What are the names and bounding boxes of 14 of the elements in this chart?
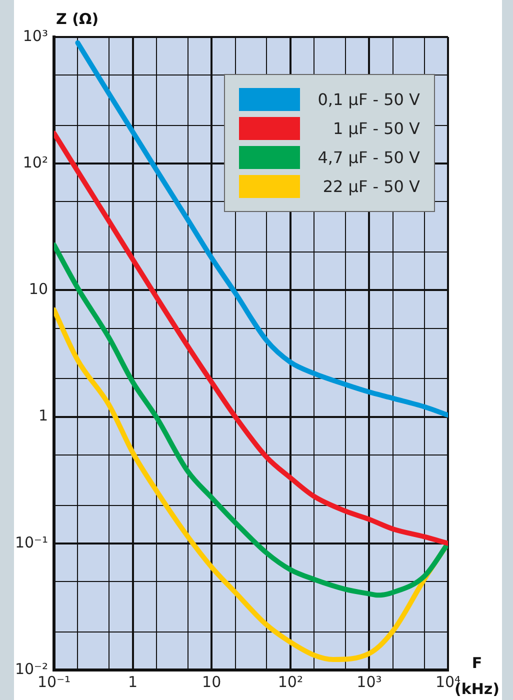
y-tick-label: 1 (38, 406, 48, 425)
legend-label: 22 µF - 50 V (322, 177, 420, 196)
legend-label: 1 µF - 50 V (332, 119, 420, 138)
legend-label: 4,7 µF - 50 V (316, 148, 420, 167)
y-tick-label: 10³ (22, 26, 48, 45)
legend-label: 0,1 µF - 50 V (316, 90, 420, 109)
x-tick-label: 10³ (356, 672, 382, 691)
x-tick-label: 10² (278, 672, 303, 691)
y-tick-label: 10 (28, 280, 48, 298)
y-axis-title: Z (Ω) (56, 10, 99, 28)
y-tick-label: 10⁻¹ (14, 533, 48, 552)
x-tick-label: 1 (128, 672, 138, 691)
y-tick-label: 10² (22, 153, 48, 172)
x-tick-label: 10 (202, 672, 222, 691)
